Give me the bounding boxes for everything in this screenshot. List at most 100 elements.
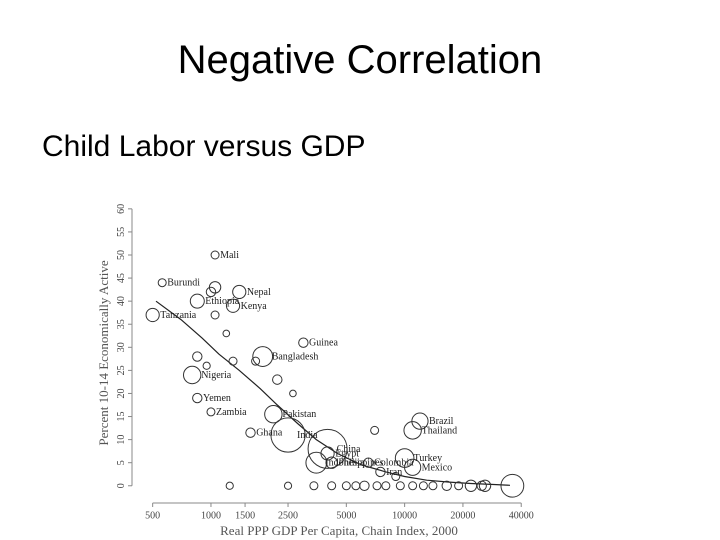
point-labels-layer: Mali Burundi Nepal Ethiopia Kenya Tanzania Gui… — [160, 250, 457, 478]
point-label: Zambia — [216, 407, 247, 418]
data-point — [454, 481, 464, 491]
data-point — [206, 407, 216, 417]
y-tick-label: 15 — [116, 412, 127, 422]
point-label: Pakistan — [282, 409, 316, 420]
y-tick-label: 60 — [116, 204, 127, 214]
point-label: Nepal — [247, 287, 271, 298]
data-point — [370, 425, 380, 435]
data-point — [391, 472, 401, 482]
data-point — [418, 481, 428, 491]
data-point — [189, 293, 205, 309]
data-point — [228, 356, 238, 366]
data-point — [341, 481, 351, 491]
x-tick-label: 5000 — [336, 510, 356, 521]
data-point — [428, 481, 438, 491]
point-label: Tanzania — [160, 310, 197, 321]
data-point — [264, 405, 283, 424]
point-label: Guinea — [309, 338, 338, 349]
data-point — [327, 481, 337, 491]
point-label: Ghana — [256, 428, 283, 439]
point-label: Egypt — [335, 449, 359, 460]
data-point — [205, 286, 217, 298]
data-point — [375, 466, 386, 478]
data-point — [403, 421, 422, 440]
x-tick-label: 500 — [145, 510, 160, 521]
data-point — [289, 389, 297, 398]
data-point — [381, 481, 391, 491]
data-point — [411, 412, 429, 430]
x-tick-label: 20000 — [450, 510, 475, 521]
data-point — [478, 479, 492, 492]
x-tick-label: 1000 — [201, 510, 221, 521]
data-point — [251, 356, 261, 366]
point-label: Mali — [220, 250, 239, 261]
data-point — [272, 374, 283, 385]
y-tick-label: 35 — [116, 319, 127, 329]
data-point — [225, 481, 234, 490]
point-label: Turkey — [414, 453, 443, 464]
point-label: Indonesia — [325, 458, 364, 469]
point-label: Philippines — [338, 458, 383, 469]
data-point — [232, 284, 247, 300]
data-point — [210, 250, 220, 260]
point-label: Kenya — [241, 301, 268, 312]
data-point — [305, 451, 328, 474]
x-tick-label: 40000 — [509, 510, 534, 521]
y-tick-label: 40 — [116, 296, 127, 306]
data-point — [192, 351, 203, 362]
data-point — [404, 458, 422, 476]
data-point — [283, 481, 293, 490]
data-point — [298, 337, 309, 348]
y-tick-label: 0 — [116, 483, 127, 488]
y-tick-label: 45 — [116, 273, 127, 283]
data-point — [325, 456, 338, 469]
data-point — [225, 298, 241, 313]
data-point — [202, 361, 211, 370]
x-tick-label: 2500 — [278, 510, 298, 521]
data-point — [182, 365, 202, 385]
data-point — [270, 417, 306, 453]
point-label: Nigeria — [201, 370, 232, 381]
y-tick-label: 10 — [116, 435, 127, 445]
points-layer — [145, 250, 525, 498]
point-label: India — [297, 430, 318, 441]
y-tick-label: 20 — [116, 388, 127, 398]
y-tick-label: 25 — [116, 365, 127, 375]
point-label: Burundi — [167, 278, 200, 289]
data-point — [245, 427, 256, 438]
slide-title: Negative Correlation — [177, 38, 543, 82]
data-point — [145, 307, 160, 323]
data-point — [252, 346, 274, 367]
point-label: China — [337, 444, 361, 455]
data-point — [210, 310, 220, 320]
y-tick-label: 5 — [116, 460, 127, 465]
data-point — [359, 480, 370, 491]
data-point — [395, 481, 405, 491]
data-point — [500, 473, 525, 498]
data-point — [464, 479, 478, 492]
x-tick-label: 1500 — [235, 510, 255, 521]
data-point — [372, 481, 382, 491]
data-point — [157, 278, 167, 288]
data-point — [309, 481, 319, 491]
x-tick-label: 10000 — [392, 510, 417, 521]
data-point — [408, 481, 418, 491]
point-label: Thailand — [422, 425, 458, 436]
point-label: Mexico — [422, 462, 453, 473]
data-point — [351, 481, 361, 491]
point-label: Iran — [386, 467, 402, 478]
point-label: Bangladesh — [272, 352, 319, 363]
y-tick-label: 55 — [116, 227, 127, 237]
slide-subtitle: Child Labor versus GDP — [42, 130, 366, 163]
point-label: Ethiopia — [205, 296, 239, 307]
data-point — [192, 392, 203, 404]
x-axis-label: Real PPP GDP Per Capita, Chain Index, 20… — [220, 523, 458, 538]
chart-ticks: 500 1000 1500 2500 5000 10000 20000 40000 0 5 10 15… — [116, 204, 534, 522]
data-point — [476, 480, 487, 491]
point-label: Yemen — [203, 393, 231, 404]
y-axis-label: Percent 10-14 Economically Active — [96, 260, 111, 445]
data-point — [363, 457, 374, 468]
y-tick-label: 50 — [116, 250, 127, 260]
point-label: Colombia — [374, 458, 414, 469]
